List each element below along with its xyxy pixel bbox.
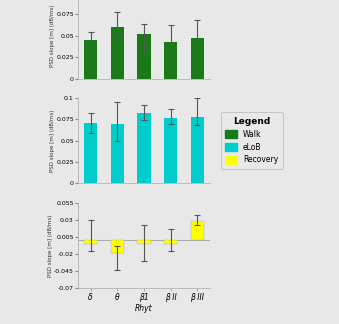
Legend: Walk, eLoB, Recovery: Walk, eLoB, Recovery: [221, 112, 283, 169]
X-axis label: Rhyt: Rhyt: [135, 304, 153, 313]
Bar: [164, 240, 177, 244]
Bar: [164, 118, 177, 183]
Bar: [111, 240, 124, 253]
Y-axis label: PSD slope [m] (dB/ms): PSD slope [m] (dB/ms): [50, 5, 55, 67]
Bar: [164, 42, 177, 78]
Bar: [191, 221, 204, 240]
Y-axis label: PSD slope [m] (dB/ms): PSD slope [m] (dB/ms): [47, 214, 53, 277]
Bar: [137, 240, 151, 244]
Bar: [111, 124, 124, 183]
Bar: [84, 40, 97, 78]
Y-axis label: PSD slope [m] (dB/ms): PSD slope [m] (dB/ms): [50, 110, 55, 172]
Bar: [84, 123, 97, 183]
Bar: [137, 34, 151, 78]
Bar: [137, 113, 151, 183]
Bar: [191, 117, 204, 183]
Bar: [111, 27, 124, 78]
Bar: [191, 38, 204, 78]
Bar: [84, 240, 97, 244]
